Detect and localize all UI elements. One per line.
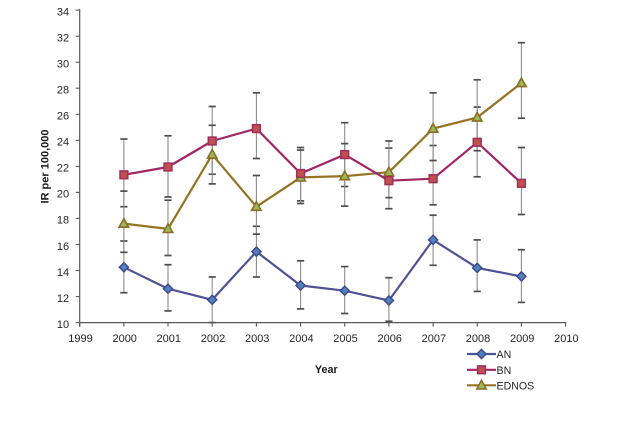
svg-text:2007: 2007 [422,333,446,345]
svg-text:34: 34 [57,6,69,18]
svg-text:20: 20 [57,189,69,201]
svg-text:2004: 2004 [289,333,313,345]
svg-text:2008: 2008 [466,333,490,345]
svg-text:32: 32 [57,33,69,45]
svg-text:16: 16 [57,241,69,253]
svg-text:2010: 2010 [554,333,578,345]
svg-text:2006: 2006 [377,333,401,345]
svg-text:Year: Year [315,364,339,376]
svg-text:28: 28 [57,85,69,97]
svg-text:24: 24 [57,137,69,149]
svg-text:AN: AN [497,349,512,361]
svg-text:2005: 2005 [333,333,357,345]
svg-text:IR per 100,000: IR per 100,000 [39,130,51,204]
svg-text:12: 12 [57,293,69,305]
svg-text:2009: 2009 [510,333,534,345]
svg-text:18: 18 [57,215,69,227]
svg-text:2001: 2001 [157,333,181,345]
svg-text:26: 26 [57,111,69,123]
svg-text:14: 14 [57,267,69,279]
svg-text:1999: 1999 [68,333,92,345]
svg-text:2003: 2003 [245,333,269,345]
svg-text:30: 30 [57,59,69,71]
svg-text:EDNOS: EDNOS [497,380,535,392]
svg-text:10: 10 [57,319,69,331]
svg-text:BN: BN [497,365,512,377]
svg-text:22: 22 [57,163,69,175]
svg-text:2002: 2002 [201,333,225,345]
svg-text:2000: 2000 [112,333,136,345]
